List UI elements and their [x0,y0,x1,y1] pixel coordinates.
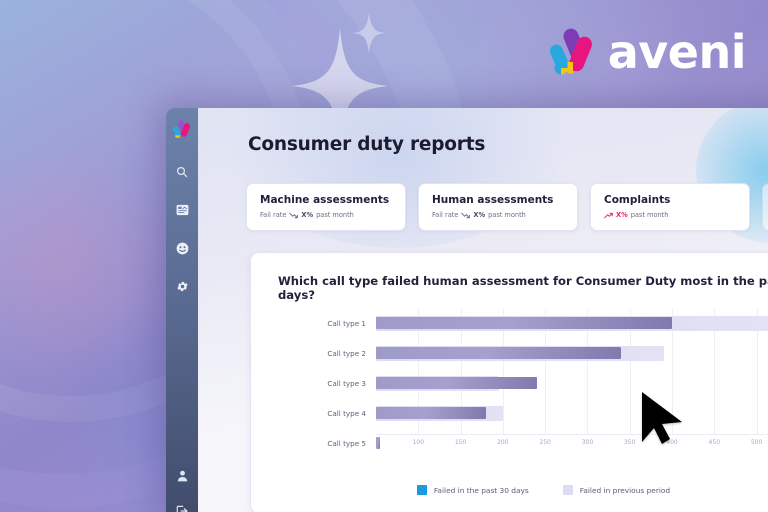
chart-x-tick-label: 200 [497,439,509,446]
chart-bar-current[interactable] [376,347,622,359]
kpi-metric-label: Fail rate [260,211,287,219]
report-icon [176,204,189,216]
sidebar-item-reports[interactable] [171,199,193,221]
sidebar [166,108,198,512]
legend-label: Failed in previous period [579,485,671,495]
sidebar-item-settings[interactable] [171,275,193,297]
brand-name: aveni [607,25,747,79]
chart-card: Which call type failed human assessment … [250,252,768,512]
chart-x-axis-line [376,434,768,435]
chart-x-tick-label: 150 [454,439,467,446]
smiley-icon [176,242,189,255]
chart-bar-row: Call type 1 [278,309,768,337]
kpi-value: X% [301,211,314,219]
chart-bar-current[interactable] [376,437,381,449]
trend-up-icon [604,212,613,219]
chart-category-label: Call type 2 [327,348,366,358]
chart-category-label: Call type 5 [327,438,366,448]
chart-x-tick-label: 450 [708,439,721,446]
kpi-metric-label: Fail rate [432,211,459,219]
sidebar-item-logout[interactable] [171,500,193,512]
kpi-subtext: Fail rate X% past month [260,211,392,219]
kpi-card-vulnerable-customers[interactable]: Vulnerable customers X% past month [762,183,768,231]
legend-swatch [416,485,427,495]
chart-bar-row: Call type 2 [278,339,768,367]
chart-bar-current[interactable] [376,407,486,419]
kpi-title: Human assessments [432,194,554,206]
chart-bar-row: Call type 5 [278,429,768,457]
kpi-title: Complaints [604,194,671,206]
sidebar-item-sentiment[interactable] [171,237,193,259]
chart-category-label: Call type 1 [327,318,366,328]
chart-bar-track [376,309,768,337]
aveni-mark-icon[interactable] [172,120,192,139]
kpi-title: Machine assessments [260,194,390,206]
kpi-period: past month [630,211,669,219]
sidebar-bottom-group [171,465,193,512]
page-title: Consumer duty reports [248,134,486,155]
kpi-value: X% [473,211,486,219]
chart-bar-track [376,339,768,367]
kpi-subtext: X% past month [604,211,736,219]
chart-bar-track [376,399,768,427]
chart-bar-track [376,429,768,457]
chart-x-tick-label: 300 [581,439,594,446]
chart-x-tick-label: 350 [623,439,636,446]
sidebar-item-search[interactable] [171,161,193,183]
chart-category-label: Call type 3 [327,378,366,388]
chart-bar-current[interactable] [376,317,672,329]
chart-x-tick-label: 400 [666,439,678,446]
chart-plot-area: Call type 1 Call type 2 Call type 3 Call ty… [278,309,768,453]
logout-icon [176,505,188,512]
brand-lockup: aveni [547,25,747,79]
legend-swatch [562,485,573,495]
chart-bar-track [376,369,768,397]
chart-bar-rows: Call type 1 Call type 2 Call type 3 Call ty… [278,309,768,449]
chart-bar-row: Call type 4 [278,399,768,427]
user-icon [177,470,188,482]
trend-down-icon [289,212,299,219]
kpi-period: past month [488,211,526,219]
kpi-subtext: Fail rate X% past month [432,211,564,219]
trend-down-icon [461,212,471,219]
sidebar-item-account[interactable] [171,465,193,487]
kpi-card-human-assessments[interactable]: Human assessments Fail rate X% past mont… [418,183,578,231]
chart-x-axis-ticks: 100150200250300350400450500550 [376,437,768,453]
kpi-period: past month [316,211,354,219]
chart-title: Which call type failed human assessment … [278,274,768,302]
chart-bar-current[interactable] [376,377,537,389]
chart-category-label: Call type 4 [327,408,366,418]
search-icon [176,166,188,178]
kpi-value: X% [616,211,628,219]
gear-icon [176,280,189,293]
chart-legend: Failed in the past 30 days Failed in pre… [251,485,768,495]
kpi-card-complaints[interactable]: Complaints X% past month [590,183,750,231]
legend-item-previous[interactable]: Failed in previous period [562,485,671,495]
chart-x-tick-label: 250 [539,439,551,446]
app-window: Consumer duty reports Machine assessment… [166,108,768,512]
chart-x-tick-label: 100 [412,439,425,446]
kpi-card-row: Machine assessments Fail rate X% past mo… [246,183,768,231]
aveni-logo-icon [547,28,597,76]
chart-x-tick-label: 500 [750,439,763,446]
legend-label: Failed in the past 30 days [433,485,529,495]
chart-bar-row: Call type 3 [278,369,768,397]
legend-item-current[interactable]: Failed in the past 30 days [416,485,529,495]
main-content: Consumer duty reports Machine assessment… [198,108,768,512]
kpi-card-machine-assessments[interactable]: Machine assessments Fail rate X% past mo… [246,183,406,231]
